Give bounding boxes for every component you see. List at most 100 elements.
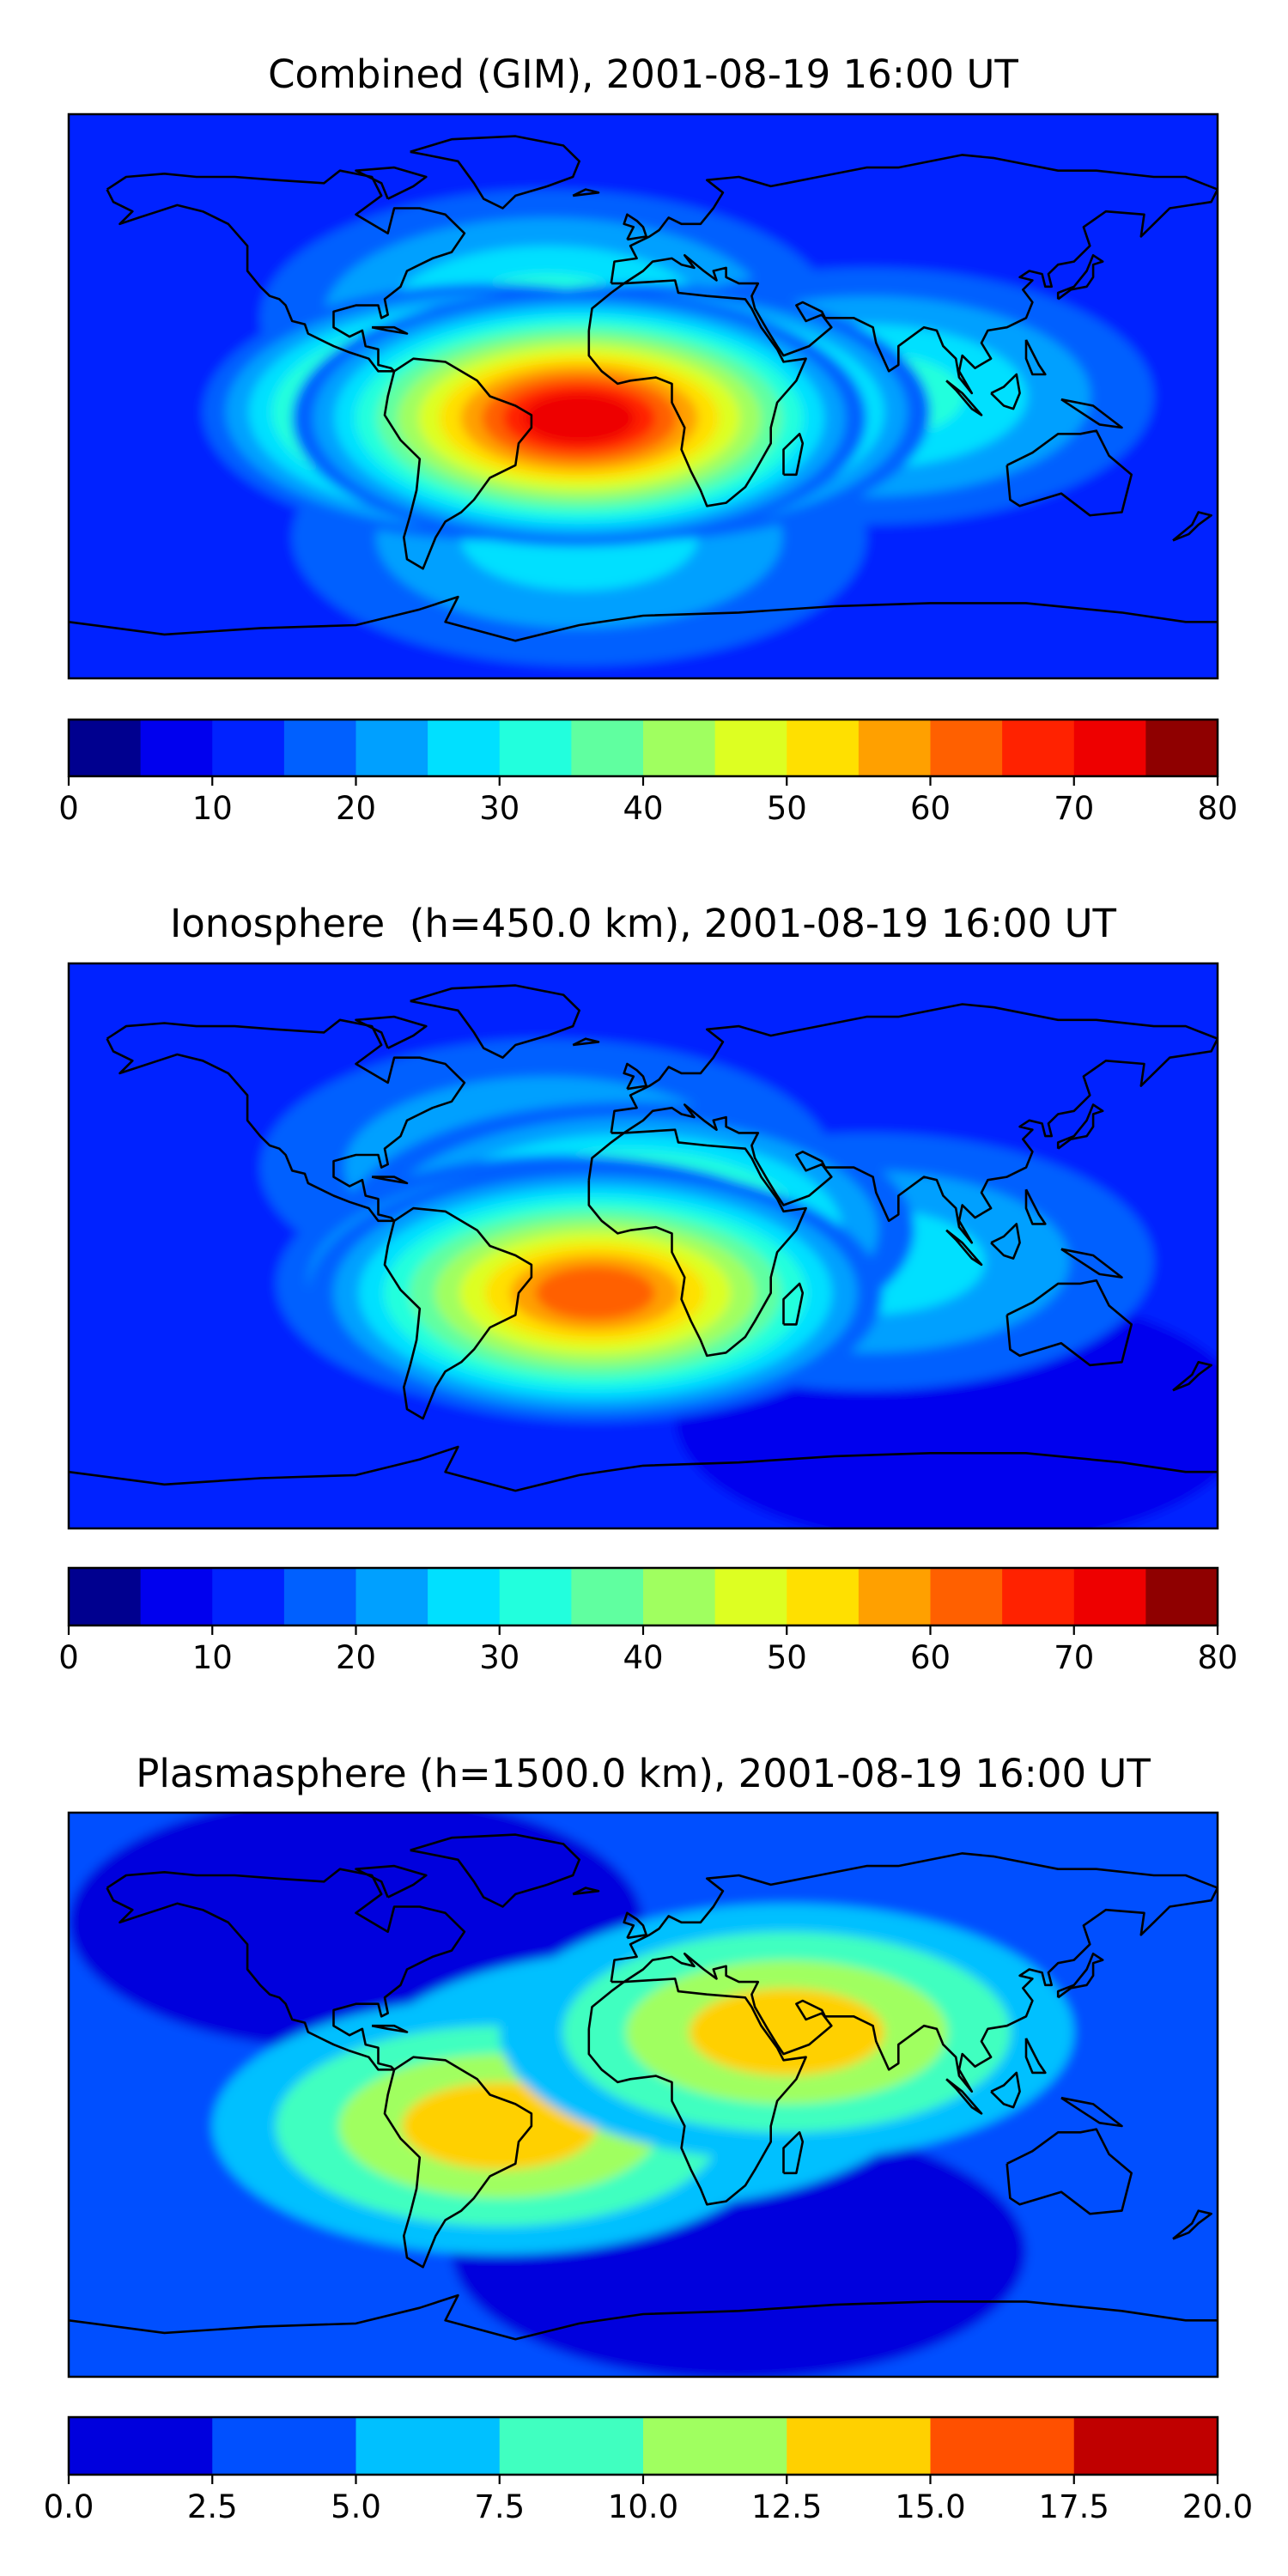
colorbar-segment — [69, 2417, 213, 2475]
coastline-japan — [1056, 254, 1104, 301]
coastline-japan — [1056, 1103, 1104, 1150]
coastlines — [69, 1833, 1218, 2341]
colorbar-segment — [930, 720, 1003, 776]
colorbar-tick-label: 80 — [1197, 790, 1237, 827]
coastline-cuba — [371, 325, 409, 335]
heatmap-field — [69, 963, 1218, 1528]
colorbar-tick-label: 0 — [58, 790, 79, 827]
heatmap-field — [69, 114, 1218, 678]
colorbar-segment — [499, 2417, 644, 2475]
coastline-borneo — [990, 1223, 1021, 1260]
coastline-south-america — [383, 357, 533, 570]
coastline-cuba — [371, 2024, 409, 2033]
coastline-new-guinea — [1060, 398, 1123, 429]
coastline-philippines — [1024, 1188, 1047, 1225]
colorbar-segment — [499, 1568, 572, 1625]
panel-combined: Combined (GIM), 2001-08-19 16:00 UT 0 10 2… — [58, 52, 1237, 827]
colorbar-segment — [858, 1568, 932, 1625]
coastline-philippines — [1024, 339, 1047, 376]
colorbar-segment — [571, 720, 644, 776]
coastlines — [69, 984, 1218, 1492]
colorbar-segment — [1073, 2417, 1218, 2475]
map-area — [69, 114, 1218, 678]
colorbar-segment — [140, 720, 213, 776]
colorbar-tick-label: 0 — [58, 1639, 79, 1676]
coastline-africa — [587, 279, 807, 507]
coastline-madagascar — [782, 433, 805, 477]
colorbar-tick-label: 50 — [767, 1639, 807, 1676]
panel-title: Plasmasphere (h=1500.0 km), 2001-08-19 1… — [136, 1751, 1151, 1796]
coastline-uk — [623, 1911, 647, 1940]
colorbar-tick-label: 70 — [1054, 790, 1094, 827]
coastline-eurasia — [610, 1003, 1218, 1244]
colorbar-segment — [643, 1568, 716, 1625]
coastline-africa — [587, 1128, 807, 1358]
contour-level — [402, 2082, 598, 2170]
map-frame — [67, 112, 1219, 680]
heatmap-field — [69, 1813, 1218, 2377]
contour-level — [689, 1988, 884, 2076]
map-frame — [67, 1811, 1219, 2379]
colorbar-segment — [930, 2417, 1075, 2475]
colorbar-segment — [1073, 1568, 1146, 1625]
colorbar: 0.0 2.5 5.0 7.5 10.0 12.5 15.0 17.5 20.0 — [44, 2415, 1253, 2525]
coastline-borneo — [990, 373, 1021, 410]
coastline-japan — [1056, 1953, 1104, 1999]
colorbar-segment — [428, 720, 501, 776]
coastline-new-guinea — [1060, 1248, 1123, 1279]
coastline-uk — [623, 213, 647, 241]
coastline-north-america — [106, 169, 466, 373]
colorbar-segment — [69, 1568, 142, 1625]
coastline-sumatra — [945, 380, 983, 416]
colorbar-tick-label: 10.0 — [608, 2488, 678, 2525]
map-area — [69, 963, 1218, 1528]
coastline-antarctica — [69, 1445, 1218, 1492]
coastline-new-zealand — [1172, 1361, 1212, 1392]
colorbar-segment — [1002, 1568, 1075, 1625]
colorbar-tick-label: 15.0 — [895, 2488, 965, 2525]
coastline-baffin-island — [355, 1864, 428, 1899]
coastline-madagascar — [782, 1282, 805, 1326]
panel-ionosphere: Ionosphere (h=450.0 km), 2001-08-19 16:0… — [58, 901, 1237, 1676]
colorbar-segment — [1145, 1568, 1218, 1625]
colorbar-tick-label: 80 — [1197, 1639, 1237, 1676]
colorbar-segment — [714, 720, 787, 776]
contour-level — [535, 1266, 655, 1320]
coastline-greenland — [410, 984, 580, 1059]
colorbar-segment — [1145, 720, 1218, 776]
coastline-iceland — [572, 1886, 600, 1896]
coastline-baffin-island — [355, 166, 428, 200]
coastline-australia — [1005, 1279, 1133, 1367]
coastline-iceland — [572, 188, 600, 197]
coastline-madagascar — [782, 2131, 805, 2175]
colorbar-segment — [571, 1568, 644, 1625]
colorbar-tick-label: 60 — [910, 1639, 951, 1676]
coastline-new-guinea — [1060, 2096, 1123, 2128]
colorbar-tick-label: 2.5 — [187, 2488, 238, 2525]
colorbar-segment — [69, 720, 142, 776]
colorbar-tick-label: 30 — [479, 1639, 519, 1676]
coastline-australia — [1005, 429, 1133, 517]
colorbar-tick-label: 20 — [336, 1639, 376, 1676]
colorbar-tick-label: 40 — [623, 790, 663, 827]
colorbar-tick-label: 17.5 — [1039, 2488, 1109, 2525]
colorbar-tick-label: 60 — [910, 790, 951, 827]
coastline-eurasia — [610, 1852, 1218, 2093]
coastline-australia — [1005, 2128, 1133, 2215]
colorbar-segment — [355, 720, 428, 776]
colorbar-segment — [787, 2417, 932, 2475]
colorbar-segment — [283, 720, 357, 776]
colorbar-tick-label: 20.0 — [1182, 2488, 1253, 2525]
colorbar-segment — [643, 720, 716, 776]
colorbar-segment — [283, 1568, 357, 1625]
colorbar-segment — [212, 720, 285, 776]
coastline-uk — [623, 1062, 647, 1091]
colorbar-segment — [787, 1568, 860, 1625]
contour-level — [524, 393, 635, 443]
coastline-cuba — [371, 1176, 409, 1185]
colorbar-tick-label: 7.5 — [474, 2488, 525, 2525]
colorbar-tick-label: 20 — [336, 790, 376, 827]
coastline-africa — [587, 1978, 807, 2206]
